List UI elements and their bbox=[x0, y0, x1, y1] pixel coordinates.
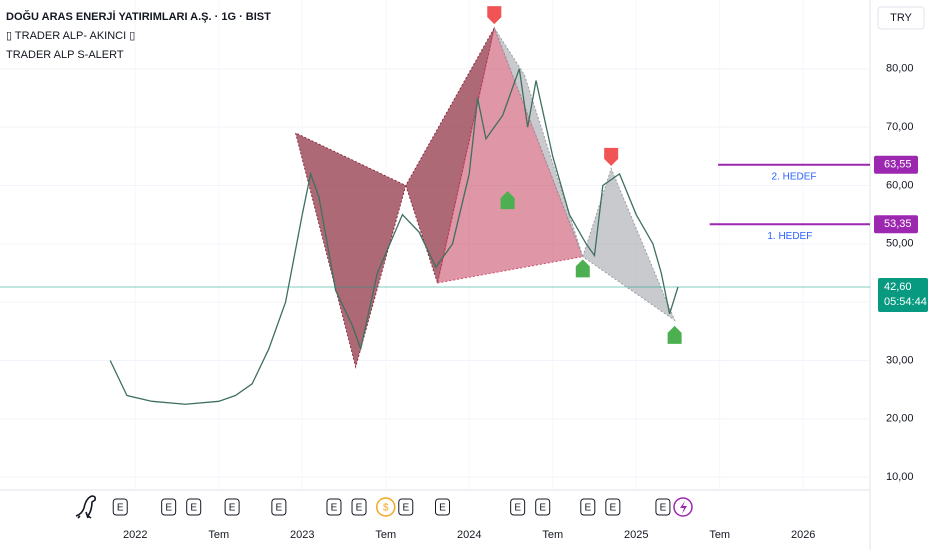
event-marker[interactable] bbox=[510, 498, 526, 516]
currency-box[interactable] bbox=[877, 6, 925, 30]
harmonic-pattern bbox=[294, 132, 407, 369]
y-tick-label: 20,00 bbox=[886, 413, 914, 425]
event-marker[interactable] bbox=[271, 498, 287, 516]
event-label[interactable]: E bbox=[165, 503, 172, 514]
event-marker[interactable] bbox=[375, 497, 396, 517]
event-marker[interactable] bbox=[435, 498, 451, 516]
indicator-label: ▯ TRADER ALP- AKINCI ▯ bbox=[6, 30, 135, 42]
indicator-label: TRADER ALP S-ALERT bbox=[6, 49, 124, 61]
buy-signal bbox=[500, 191, 515, 210]
event-label[interactable]: E bbox=[276, 503, 283, 514]
y-tick-label: 60,00 bbox=[886, 179, 914, 191]
event-marker[interactable] bbox=[398, 498, 414, 516]
harmonic-pattern bbox=[582, 167, 676, 322]
event-marker[interactable] bbox=[351, 498, 367, 516]
harmonic-pattern bbox=[493, 27, 584, 257]
target-value: 53,35 bbox=[884, 218, 912, 230]
harmonic-pattern bbox=[436, 26, 584, 284]
x-tick-label: Tem bbox=[542, 529, 563, 541]
event-label[interactable]: E bbox=[584, 503, 591, 514]
event-label[interactable]: E bbox=[514, 503, 521, 514]
event-label[interactable]: E bbox=[356, 503, 363, 514]
currency[interactable]: TRY bbox=[890, 12, 912, 24]
event-marker[interactable] bbox=[112, 498, 128, 516]
event-label[interactable]: E bbox=[610, 503, 617, 514]
event-label[interactable]: E bbox=[539, 503, 546, 514]
x-tick-label: 2025 bbox=[624, 529, 648, 541]
x-tick-label: 2026 bbox=[791, 529, 815, 541]
event-icon[interactable] bbox=[673, 497, 693, 517]
target-tag bbox=[874, 215, 918, 234]
last-price-label: 42,60 bbox=[884, 281, 912, 293]
event-marker[interactable] bbox=[535, 498, 551, 516]
event-label[interactable]: E bbox=[117, 503, 124, 514]
event-marker[interactable] bbox=[161, 498, 177, 516]
x-tick-label: 2022 bbox=[123, 529, 147, 541]
target-name: 2. HEDEF bbox=[772, 171, 817, 182]
x-tick-label: Tem bbox=[375, 529, 396, 541]
event-marker[interactable] bbox=[224, 498, 240, 516]
x-tick-label: Tem bbox=[709, 529, 730, 541]
event-label[interactable]: E bbox=[660, 503, 667, 514]
event-label[interactable]: E bbox=[331, 503, 338, 514]
target-tag bbox=[874, 155, 918, 174]
y-tick-label: 70,00 bbox=[886, 121, 914, 133]
event-marker[interactable] bbox=[186, 498, 202, 516]
event-marker[interactable] bbox=[326, 498, 342, 516]
y-tick-label: 80,00 bbox=[886, 63, 914, 75]
event-label[interactable]: $ bbox=[383, 503, 389, 514]
target-value: 63,55 bbox=[884, 159, 912, 171]
x-tick-label: 2023 bbox=[290, 529, 314, 541]
event-icon[interactable] bbox=[680, 501, 687, 514]
price-line bbox=[109, 68, 679, 405]
sell-signal bbox=[604, 147, 619, 166]
x-tick-label: 2024 bbox=[457, 529, 481, 541]
event-marker[interactable] bbox=[605, 498, 621, 516]
last-price-tag bbox=[878, 278, 928, 312]
y-tick-label: 50,00 bbox=[886, 238, 914, 250]
event-marker[interactable] bbox=[655, 498, 671, 516]
sell-signal bbox=[487, 6, 502, 25]
y-tick-label: 10,00 bbox=[886, 471, 914, 483]
y-tick-label: 30,00 bbox=[886, 354, 914, 366]
countdown: 05:54:44 bbox=[884, 296, 927, 308]
event-label[interactable]: E bbox=[439, 503, 446, 514]
event-label[interactable]: E bbox=[402, 503, 409, 514]
buy-signal bbox=[575, 259, 590, 278]
event-label[interactable]: E bbox=[229, 503, 236, 514]
event-label[interactable]: E bbox=[190, 503, 197, 514]
logo bbox=[75, 495, 96, 519]
x-tick-label: Tem bbox=[208, 529, 229, 541]
target-name: 1. HEDEF bbox=[767, 231, 812, 242]
symbol-title: DOĞU ARAS ENERJİ YATIRIMLARI A.Ş. · 1G ·… bbox=[6, 10, 271, 23]
event-marker[interactable] bbox=[580, 498, 596, 516]
buy-signal bbox=[667, 325, 682, 344]
plot bbox=[0, 26, 870, 478]
